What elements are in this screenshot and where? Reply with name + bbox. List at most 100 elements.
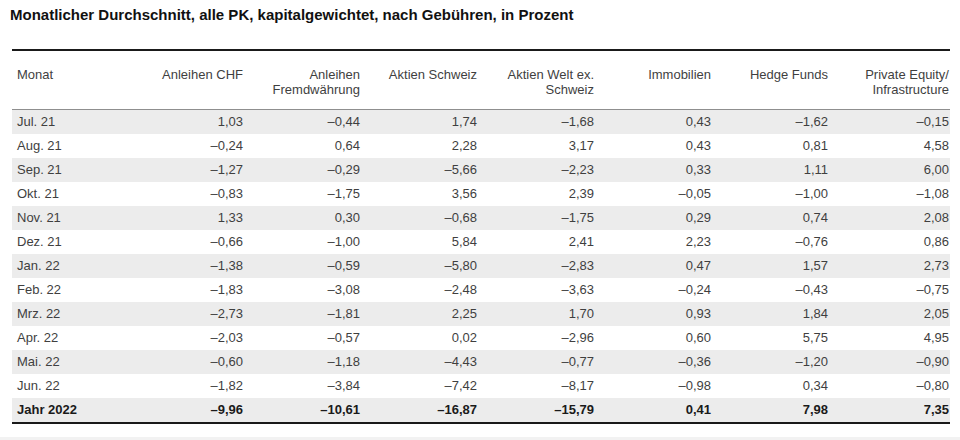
value-cell: 2,39 <box>482 182 599 206</box>
total-value-cell: –15,79 <box>482 398 599 423</box>
value-cell: 0,60 <box>599 326 716 350</box>
value-cell: 0,86 <box>833 230 950 254</box>
value-cell: 3,17 <box>482 134 599 158</box>
value-cell: –2,03 <box>131 326 248 350</box>
value-cell: –2,73 <box>131 302 248 326</box>
value-cell: 0,81 <box>716 134 833 158</box>
value-cell: 1,11 <box>716 158 833 182</box>
value-cell: 0,29 <box>599 206 716 230</box>
value-cell: –1,27 <box>131 158 248 182</box>
column-header-anleihen-fremdwaehrung: Anleihen Fremdwährung <box>248 50 365 110</box>
value-cell: –2,23 <box>482 158 599 182</box>
value-cell: –1,00 <box>248 230 365 254</box>
total-value-cell: –9,96 <box>131 398 248 423</box>
value-cell: 2,28 <box>365 134 482 158</box>
table-row: Jan. 22 –1,38 –0,59 –5,80 –2,83 0,47 1,5… <box>12 254 950 278</box>
month-cell: Sep. 21 <box>12 158 131 182</box>
value-cell: 3,56 <box>365 182 482 206</box>
month-cell: Dez. 21 <box>12 230 131 254</box>
page-title: Monatlicher Durchschnitt, alle PK, kapit… <box>10 6 573 23</box>
total-label-cell: Jahr 2022 <box>12 398 131 423</box>
value-cell: –5,80 <box>365 254 482 278</box>
value-cell: 5,84 <box>365 230 482 254</box>
value-cell: –0,15 <box>833 110 950 135</box>
value-cell: –1,75 <box>248 182 365 206</box>
value-cell: –0,24 <box>131 134 248 158</box>
table-row: Feb. 22 –1,83 –3,08 –2,48 –3,63 –0,24 –0… <box>12 278 950 302</box>
value-cell: 0,30 <box>248 206 365 230</box>
table-header-row: Monat Anleihen CHF Anleihen Fremdwährung… <box>12 50 950 110</box>
value-cell: –2,48 <box>365 278 482 302</box>
value-cell: –1,20 <box>716 350 833 374</box>
value-cell: –0,77 <box>482 350 599 374</box>
value-cell: 2,41 <box>482 230 599 254</box>
value-cell: –1,18 <box>248 350 365 374</box>
value-cell: 4,58 <box>833 134 950 158</box>
value-cell: 1,33 <box>131 206 248 230</box>
month-cell: Jun. 22 <box>12 374 131 398</box>
value-cell: 6,00 <box>833 158 950 182</box>
table-row: Mai. 22 –0,60 –1,18 –4,43 –0,77 –0,36 –1… <box>12 350 950 374</box>
month-cell: Feb. 22 <box>12 278 131 302</box>
column-header-monat: Monat <box>12 50 131 110</box>
value-cell: –3,84 <box>248 374 365 398</box>
value-cell: –1,81 <box>248 302 365 326</box>
column-header-hedge-funds: Hedge Funds <box>716 50 833 110</box>
table-row: Dez. 21 –0,66 –1,00 5,84 2,41 2,23 –0,76… <box>12 230 950 254</box>
table-row: Sep. 21 –1,27 –0,29 –5,66 –2,23 0,33 1,1… <box>12 158 950 182</box>
value-cell: 5,75 <box>716 326 833 350</box>
value-cell: 0,02 <box>365 326 482 350</box>
value-cell: 0,43 <box>599 110 716 135</box>
value-cell: 2,73 <box>833 254 950 278</box>
value-cell: 1,74 <box>365 110 482 135</box>
value-cell: –8,17 <box>482 374 599 398</box>
total-row: Jahr 2022 –9,96 –10,61 –16,87 –15,79 0,4… <box>12 398 950 423</box>
month-cell: Nov. 21 <box>12 206 131 230</box>
value-cell: –0,68 <box>365 206 482 230</box>
column-header-anleihen-chf: Anleihen CHF <box>131 50 248 110</box>
value-cell: 1,70 <box>482 302 599 326</box>
month-cell: Apr. 22 <box>12 326 131 350</box>
column-header-aktien-schweiz: Aktien Schweiz <box>365 50 482 110</box>
value-cell: 1,84 <box>716 302 833 326</box>
value-cell: –2,83 <box>482 254 599 278</box>
value-cell: –1,00 <box>716 182 833 206</box>
total-value-cell: 7,35 <box>833 398 950 423</box>
value-cell: 1,03 <box>131 110 248 135</box>
value-cell: 0,43 <box>599 134 716 158</box>
table-row: Mrz. 22 –2,73 –1,81 2,25 1,70 0,93 1,84 … <box>12 302 950 326</box>
value-cell: –5,66 <box>365 158 482 182</box>
value-cell: 1,57 <box>716 254 833 278</box>
value-cell: –1,75 <box>482 206 599 230</box>
month-cell: Jul. 21 <box>12 110 131 135</box>
total-value-cell: 7,98 <box>716 398 833 423</box>
total-value-cell: –10,61 <box>248 398 365 423</box>
value-cell: 0,74 <box>716 206 833 230</box>
table-row: Aug. 21 –0,24 0,64 2,28 3,17 0,43 0,81 4… <box>12 134 950 158</box>
value-cell: –1,08 <box>833 182 950 206</box>
total-value-cell: –16,87 <box>365 398 482 423</box>
value-cell: 0,93 <box>599 302 716 326</box>
value-cell: –0,36 <box>599 350 716 374</box>
column-header-aktien-welt: Aktien Welt ex. Schweiz <box>482 50 599 110</box>
value-cell: 2,05 <box>833 302 950 326</box>
value-cell: –0,59 <box>248 254 365 278</box>
month-cell: Jan. 22 <box>12 254 131 278</box>
value-cell: –7,42 <box>365 374 482 398</box>
value-cell: 0,47 <box>599 254 716 278</box>
value-cell: –4,43 <box>365 350 482 374</box>
table-row: Nov. 21 1,33 0,30 –0,68 –1,75 0,29 0,74 … <box>12 206 950 230</box>
value-cell: –3,63 <box>482 278 599 302</box>
total-value-cell: 0,41 <box>599 398 716 423</box>
value-cell: –0,66 <box>131 230 248 254</box>
value-cell: –0,75 <box>833 278 950 302</box>
value-cell: –0,90 <box>833 350 950 374</box>
value-cell: –0,57 <box>248 326 365 350</box>
column-header-private-equity: Private Equity/ Infrastructure <box>833 50 950 110</box>
value-cell: –0,29 <box>248 158 365 182</box>
value-cell: –0,98 <box>599 374 716 398</box>
value-cell: –1,68 <box>482 110 599 135</box>
value-cell: 0,64 <box>248 134 365 158</box>
month-cell: Aug. 21 <box>12 134 131 158</box>
month-cell: Mai. 22 <box>12 350 131 374</box>
